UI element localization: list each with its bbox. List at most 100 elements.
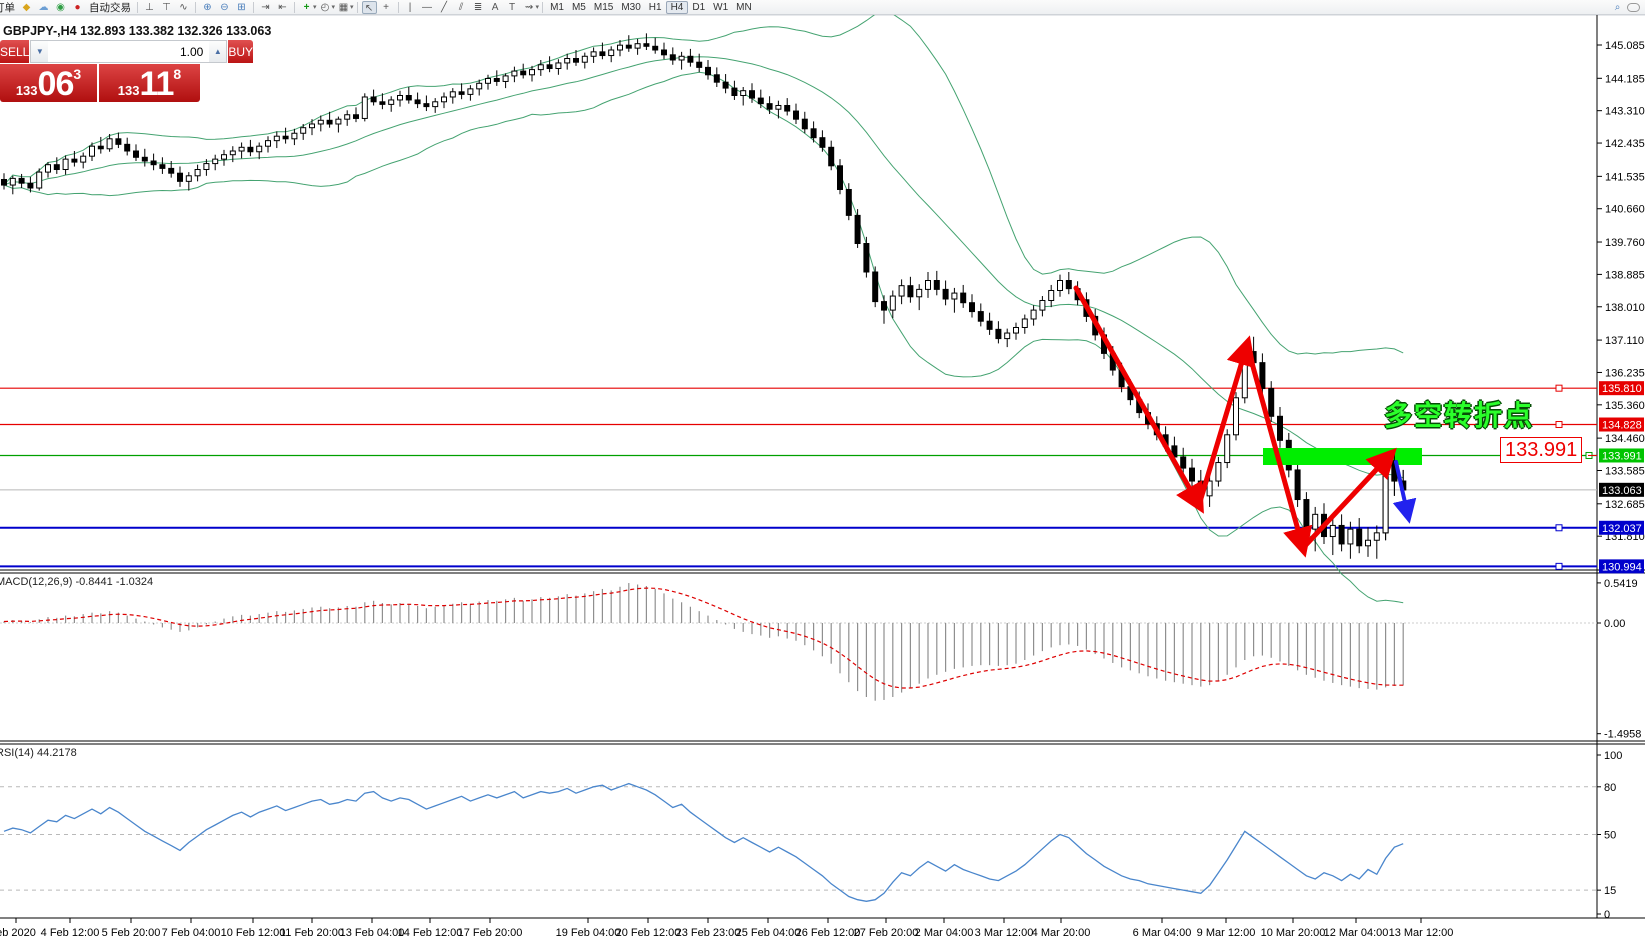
- projection-arrow-down[interactable]: [1392, 460, 1417, 524]
- candle: [960, 292, 967, 304]
- candle: [1347, 528, 1354, 545]
- template-icon[interactable]: ▦: [338, 1, 349, 13]
- new-indicator-icon[interactable]: +: [303, 1, 310, 13]
- timeframe-mn[interactable]: MN: [736, 1, 752, 13]
- sell-price-display[interactable]: 133 06 3: [0, 64, 97, 102]
- crosshair-icon[interactable]: +: [383, 1, 389, 13]
- volume-input[interactable]: [48, 41, 210, 62]
- time-axis-label: 20 Feb 12:00: [616, 927, 681, 939]
- candle: [124, 143, 131, 152]
- chart-canvas[interactable]: 145.085 144.185 143.310 142.435 141.535 140.6…: [0, 15, 1645, 942]
- order-menu-label[interactable]: 订单: [0, 1, 15, 14]
- candle: [476, 82, 483, 90]
- timeframe-h1[interactable]: H1: [648, 1, 662, 13]
- turning-point-annotation[interactable]: 多空转折点: [1384, 400, 1535, 431]
- profile-icon[interactable]: ∿: [179, 1, 188, 13]
- buy-button[interactable]: BUY: [228, 40, 254, 63]
- gold-icon[interactable]: ◆: [22, 1, 31, 13]
- candle: [1030, 309, 1037, 320]
- label-icon[interactable]: T: [508, 1, 516, 13]
- cloud-icon[interactable]: ☁: [38, 1, 49, 13]
- volume-up-button[interactable]: ▲: [209, 41, 227, 62]
- chat-icon[interactable]: [1627, 2, 1640, 12]
- trend-zigzag-arrow[interactable]: [1244, 342, 1313, 558]
- fibonacci-icon[interactable]: ≣: [473, 1, 483, 13]
- candle: [845, 188, 852, 216]
- candle: [986, 320, 993, 330]
- candle: [1294, 469, 1301, 501]
- line-anchor[interactable]: [1555, 384, 1563, 392]
- candle: [141, 156, 148, 162]
- trendline-icon[interactable]: ╱: [441, 1, 448, 13]
- indicator-window-icon[interactable]: ⊥: [145, 1, 154, 13]
- rsi-axis-label: 80: [1604, 782, 1616, 794]
- time-axis-label: 26 Feb 12:00: [796, 927, 861, 939]
- candle: [1303, 499, 1310, 530]
- trend-zigzag-arrow[interactable]: [1300, 447, 1397, 551]
- signal-icon[interactable]: ◉: [56, 1, 65, 13]
- cursor-icon[interactable]: ↖: [361, 0, 377, 14]
- trend-zigzag-arrow[interactable]: [1073, 285, 1204, 514]
- candle: [1, 178, 7, 186]
- price-badge-label: 133.991: [1602, 450, 1642, 462]
- search-icon[interactable]: ⌕: [1614, 1, 1621, 13]
- time-axis-label: 3 Mar 12:00: [975, 927, 1034, 939]
- timeframe-m1[interactable]: M1: [550, 1, 564, 13]
- chart-shift-icon[interactable]: ⇤: [278, 1, 287, 13]
- time-axis-label: 12 Mar 04:00: [1324, 927, 1389, 939]
- timeframe-m30[interactable]: M30: [621, 1, 641, 13]
- zoom-out-icon[interactable]: ⊖: [220, 1, 229, 13]
- auto-scroll-icon[interactable]: ⇥: [261, 1, 270, 13]
- zoom-in-icon[interactable]: ⊕: [203, 1, 212, 13]
- time-axis-label: 14 Feb 12:00: [398, 927, 463, 939]
- candle: [388, 99, 395, 105]
- timeframe-m15[interactable]: M15: [593, 1, 614, 13]
- candle: [467, 88, 474, 95]
- candle: [53, 164, 60, 171]
- sell-button[interactable]: SELL: [0, 40, 30, 63]
- line-anchor[interactable]: [1555, 421, 1563, 429]
- autotrade-label[interactable]: 自动交易: [89, 1, 131, 14]
- price-axis-label: 134.460: [1605, 433, 1645, 445]
- time-axis-label: 4 Feb 12:00: [41, 927, 100, 939]
- trend-zigzag-arrow[interactable]: [1196, 335, 1256, 508]
- candle: [238, 146, 245, 152]
- candle: [97, 145, 104, 150]
- timeframe-h4[interactable]: H4: [665, 0, 689, 14]
- text-icon[interactable]: A: [491, 1, 499, 13]
- candle: [1224, 434, 1231, 464]
- candle: [405, 95, 412, 101]
- buy-price-display[interactable]: 133 11 8: [99, 64, 200, 102]
- price-axis-label: 144.185: [1605, 73, 1645, 85]
- toolbar-separator: [542, 1, 544, 13]
- volume-down-button[interactable]: ▼: [31, 41, 49, 62]
- time-axis-label: 13 Feb 04:00: [340, 927, 405, 939]
- candle: [1268, 388, 1275, 417]
- candle: [221, 154, 227, 160]
- timeframe-w1[interactable]: W1: [713, 1, 729, 13]
- vertical-line-icon[interactable]: |: [408, 1, 412, 13]
- timeframe-d1[interactable]: D1: [692, 1, 706, 13]
- candle: [423, 103, 430, 108]
- line-anchor[interactable]: [1555, 562, 1563, 570]
- price-axis-label: 143.310: [1605, 106, 1645, 118]
- candle: [441, 96, 447, 103]
- candle: [335, 118, 342, 125]
- timeframe-m5[interactable]: M5: [571, 1, 586, 13]
- period-icon[interactable]: ◴: [320, 1, 330, 13]
- candle: [1215, 462, 1222, 482]
- indicator-add-icon[interactable]: ⊤: [162, 1, 171, 13]
- channel-icon[interactable]: ⫽: [458, 1, 464, 13]
- autotrade-icon[interactable]: ●: [74, 1, 81, 13]
- tile-windows-icon[interactable]: ⊞: [237, 1, 246, 13]
- candle: [71, 158, 78, 163]
- price-badge-label: 132.037: [1602, 523, 1642, 535]
- candle: [1021, 318, 1028, 328]
- arrows-icon[interactable]: ⇝: [524, 1, 534, 13]
- candle: [1180, 456, 1187, 469]
- highlight-zone-box[interactable]: [1263, 448, 1422, 465]
- price-callout-label[interactable]: 133.991: [1500, 437, 1583, 463]
- candle: [1382, 460, 1389, 534]
- line-anchor[interactable]: [1555, 524, 1563, 532]
- horizontal-line-icon[interactable]: —: [422, 1, 433, 13]
